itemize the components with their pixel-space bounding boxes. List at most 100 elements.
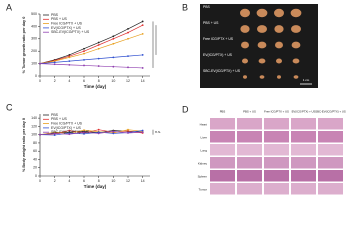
data-point (112, 65, 115, 68)
y-axis-label: % Body weight ratio per day 0 (22, 118, 26, 172)
data-point (83, 129, 85, 132)
series-line (39, 54, 143, 64)
histology-image (318, 118, 343, 130)
histology-image (237, 144, 262, 156)
series-line (39, 24, 143, 64)
data-point (68, 60, 71, 63)
data-point (53, 60, 56, 63)
series-line (39, 129, 143, 136)
histology-image (318, 144, 343, 156)
x-tick-label: 14 (141, 79, 145, 83)
data-point (97, 132, 100, 135)
histology-image (210, 118, 235, 130)
column-label: PBS + US (243, 110, 256, 114)
histology-image (210, 157, 235, 169)
row-label: Heart (200, 122, 208, 126)
y-tick-label: 120 (31, 124, 37, 128)
histology-image (210, 170, 235, 182)
histology-image (264, 118, 289, 130)
data-point (83, 52, 85, 55)
data-point (68, 133, 71, 136)
data-point (53, 131, 56, 134)
page: {"chart_data":[ {"type":"line","panel_la… (6, 2, 346, 195)
series-line (39, 63, 143, 69)
x-tick-label: 8 (98, 179, 100, 183)
data-point (141, 24, 144, 27)
column-label: Free ICG/PTX + US (264, 110, 289, 114)
x-tick-label: 0 (39, 179, 41, 183)
data-point (127, 66, 129, 69)
tumor (277, 75, 281, 79)
data-point (83, 50, 85, 53)
histology-image (210, 131, 235, 143)
legend-label: PBS (51, 13, 59, 17)
data-point (97, 44, 100, 46)
histology-image (237, 183, 262, 195)
row-label: Liver (200, 135, 207, 139)
histology-image (291, 183, 316, 195)
series-line (39, 33, 143, 64)
data-point (83, 47, 85, 50)
data-point (127, 130, 129, 132)
data-point (127, 37, 129, 40)
data-point (83, 58, 85, 61)
tumor (258, 58, 266, 64)
panel-label: A (6, 2, 12, 12)
legend-label: PBS + US (51, 17, 68, 21)
x-axis-label: Time (day) (84, 84, 107, 89)
tumor (276, 58, 282, 64)
data-point (97, 41, 100, 44)
y-axis-label: % Tumor growth ratio per day 0 (22, 17, 26, 74)
legend-label: PBS (51, 113, 59, 117)
row-label: Tumor (198, 187, 207, 191)
histology-image (237, 131, 262, 143)
tumor (240, 8, 250, 18)
data-point (68, 63, 71, 66)
histology-image (264, 157, 289, 169)
x-tick-label: 12 (126, 179, 130, 183)
histology-image (237, 118, 262, 130)
x-tick-label: 2 (54, 79, 56, 83)
data-point (68, 56, 71, 59)
data-point (53, 132, 56, 135)
histology-image (291, 144, 316, 156)
row-label: Kidney (198, 161, 208, 165)
x-tick-label: 8 (98, 79, 100, 83)
data-point (68, 129, 71, 132)
data-point (141, 129, 144, 132)
y-tick-label: 0 (35, 174, 37, 178)
group-label: Free ICG/PTX + US (203, 37, 234, 41)
x-tick-label: 2 (54, 179, 56, 183)
y-tick-label: 60 (33, 149, 37, 153)
data-point (112, 35, 115, 38)
group-label: EV(ICG/PTX) + US (203, 53, 233, 57)
row-label: Spleen (198, 174, 208, 178)
data-point (127, 128, 129, 131)
tumor (259, 75, 265, 79)
data-point (68, 54, 71, 56)
scale-bar-label: 1 cm (303, 78, 310, 82)
tumor (243, 75, 247, 79)
data-point (97, 131, 100, 134)
data-point (68, 132, 71, 134)
histology-image (264, 144, 289, 156)
legend-label: Free ICG/PTX + US (51, 22, 83, 26)
x-tick-label: 6 (83, 179, 85, 183)
data-point (141, 20, 144, 23)
x-axis-label: Time (day) (84, 184, 107, 189)
data-point (127, 132, 129, 134)
x-tick-label: 14 (141, 179, 145, 183)
tumor (275, 41, 283, 49)
y-tick-label: 100 (31, 62, 37, 66)
tumor (290, 8, 302, 18)
panel-label: C (6, 102, 13, 112)
data-point (97, 65, 100, 67)
legend-label: SBC-EV(ICG/PTX) + US (51, 30, 90, 34)
legend-label: EV(ICG/PTX) + US (51, 26, 82, 30)
tumor (257, 25, 267, 33)
tumor (240, 25, 250, 33)
histology-image (237, 157, 262, 169)
data-point (39, 62, 41, 65)
tumor (274, 25, 284, 33)
data-point (112, 37, 115, 40)
